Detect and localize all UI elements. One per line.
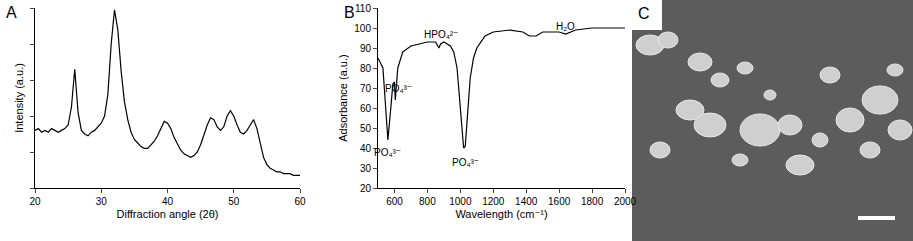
svg-text:H₂O: H₂O [556, 21, 575, 32]
svg-text:A: A [6, 4, 17, 21]
svg-text:70: 70 [360, 83, 372, 94]
svg-text:40: 40 [360, 143, 372, 154]
svg-text:2000: 2000 [614, 196, 637, 207]
svg-text:B: B [344, 4, 355, 21]
svg-text:1400: 1400 [515, 196, 538, 207]
svg-text:C: C [638, 5, 650, 22]
svg-text:PO₄³⁻: PO₄³⁻ [452, 157, 479, 168]
svg-text:800: 800 [419, 196, 436, 207]
svg-text:50: 50 [228, 196, 240, 207]
svg-text:1800: 1800 [581, 196, 604, 207]
svg-text:60: 60 [294, 196, 306, 207]
svg-text:20: 20 [360, 183, 372, 194]
svg-text:20: 20 [29, 196, 41, 207]
svg-text:100: 100 [354, 23, 371, 34]
svg-text:1000: 1000 [449, 196, 472, 207]
svg-text:60: 60 [360, 103, 372, 114]
svg-text:30: 30 [360, 163, 372, 174]
svg-text:HPO₄²⁻: HPO₄²⁻ [424, 29, 458, 40]
svg-text:Intensity (a.u.): Intensity (a.u.) [13, 63, 25, 133]
svg-text:30: 30 [96, 196, 108, 207]
svg-text:PO₄³⁻: PO₄³⁻ [385, 83, 412, 94]
svg-text:PO₄³⁻: PO₄³⁻ [374, 147, 401, 158]
svg-text:90: 90 [360, 43, 372, 54]
svg-text:1200: 1200 [482, 196, 505, 207]
svg-text:Adsorbance (a.u.): Adsorbance (a.u.) [337, 54, 349, 141]
svg-text:40: 40 [162, 196, 174, 207]
svg-text:600: 600 [386, 196, 403, 207]
svg-text:1600: 1600 [548, 196, 571, 207]
svg-text:Diffraction angle (2θ): Diffraction angle (2θ) [117, 208, 219, 220]
svg-text:110: 110 [355, 3, 371, 14]
svg-text:Wavelength (cm⁻¹): Wavelength (cm⁻¹) [455, 208, 547, 220]
svg-text:50: 50 [360, 123, 372, 134]
svg-text:80: 80 [360, 63, 372, 74]
